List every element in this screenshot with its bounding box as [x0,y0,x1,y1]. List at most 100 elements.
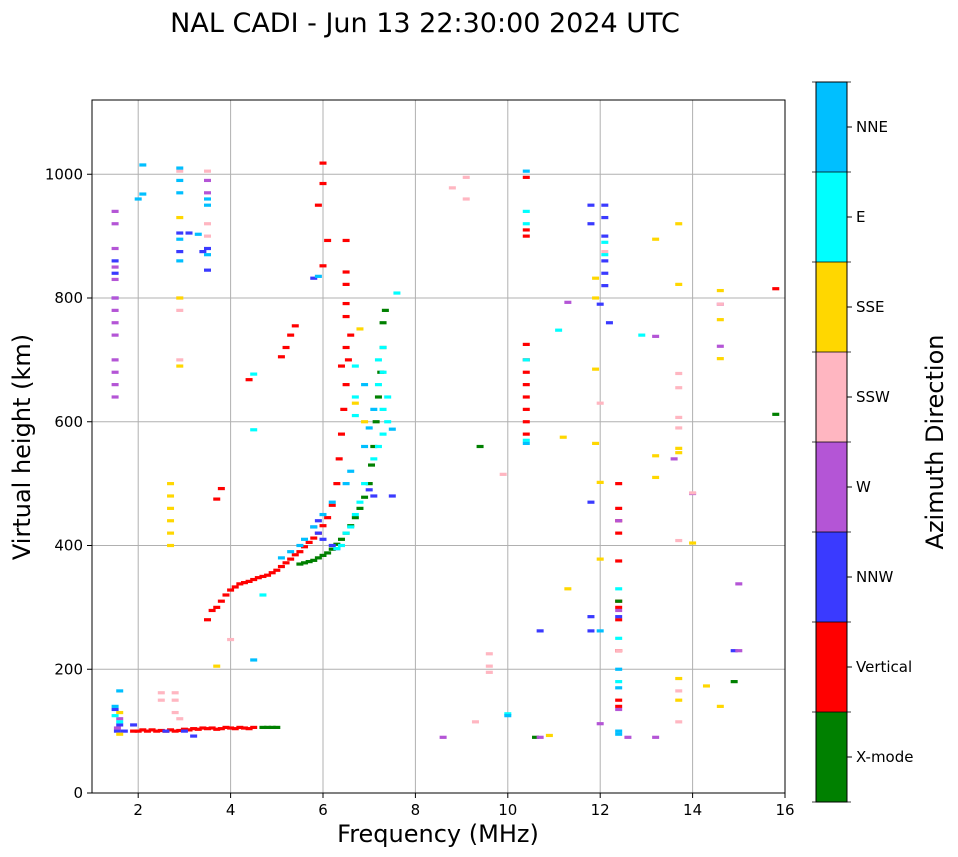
data-point [522,438,530,442]
data-point [730,649,738,653]
data-point [176,259,184,263]
data-point [652,334,660,338]
colorbar-segment [816,532,847,622]
data-point [176,169,184,173]
data-point [291,553,299,557]
data-point [342,238,350,243]
series-e [111,209,646,724]
data-point [250,658,258,662]
colorbar-segment [816,262,847,352]
data-point [250,577,258,582]
data-point [485,652,493,656]
data-point [273,725,281,730]
data-points [111,161,780,739]
data-point [111,358,119,362]
data-point [301,561,309,565]
x-tick-label: 12 [591,801,610,819]
data-point [139,192,147,196]
data-point [675,689,683,693]
data-point [240,581,248,585]
data-point [351,395,359,399]
data-point [204,197,211,201]
data-point [379,407,387,411]
data-point [652,475,660,480]
data-point [204,169,211,173]
data-point [111,222,119,226]
data-point [143,729,151,733]
data-point [601,271,609,275]
data-point [319,264,327,268]
data-point [176,237,184,241]
data-point [675,446,683,450]
data-point [716,318,724,322]
colorbar-label: Azimuth Direction [921,335,949,550]
data-point [296,550,304,554]
data-point [324,238,332,243]
data-point [675,282,683,286]
data-point [310,558,318,562]
data-point [245,579,253,583]
data-point [213,727,221,731]
data-point [342,345,350,350]
data-point [337,364,345,368]
data-point [291,324,299,328]
data-point [356,506,364,510]
data-point [596,557,604,561]
data-point [522,370,530,374]
data-point [171,691,179,695]
data-point [250,372,258,376]
data-point [176,231,184,235]
data-point [675,538,683,543]
data-point [615,618,623,622]
data-point [374,395,382,399]
data-point [342,270,350,274]
data-point [587,222,595,226]
data-point [675,451,683,455]
data-point [624,735,632,739]
data-point [310,276,318,280]
data-point [204,191,211,195]
data-point [615,704,623,708]
data-point [735,582,743,586]
data-point [344,358,352,362]
data-point [176,166,184,170]
data-point [328,500,336,504]
data-point [522,222,530,226]
colorbar-segment [816,442,847,532]
data-point [111,308,119,312]
data-point [596,480,604,484]
data-point [337,543,345,548]
data-point [277,556,285,560]
data-point [587,500,595,504]
data-point [180,729,188,733]
data-point [388,427,396,431]
data-point [176,296,184,300]
data-point [204,178,211,183]
colorbar-tick-label: SSW [856,388,890,406]
data-point [222,725,230,730]
data-point [601,240,609,244]
data-point [111,296,119,300]
data-point [190,734,198,738]
series-ssw [157,169,724,724]
y-axis-ticks: 0 200 400 600 800 1000 [45,165,92,802]
data-point [167,543,175,548]
data-point [231,727,239,731]
data-point [564,587,572,591]
data-point [194,727,202,731]
data-point [356,500,364,504]
data-point [522,342,530,347]
data-point [675,698,683,702]
series-vertical [130,161,780,733]
data-point [652,735,660,739]
data-point [204,246,211,251]
data-point [347,469,355,473]
data-point [374,444,382,449]
data-point [675,415,683,420]
data-point [254,576,262,580]
data-point [176,717,184,721]
data-point [116,717,124,721]
data-point [670,457,678,461]
data-point [111,277,119,282]
data-point [171,729,179,733]
